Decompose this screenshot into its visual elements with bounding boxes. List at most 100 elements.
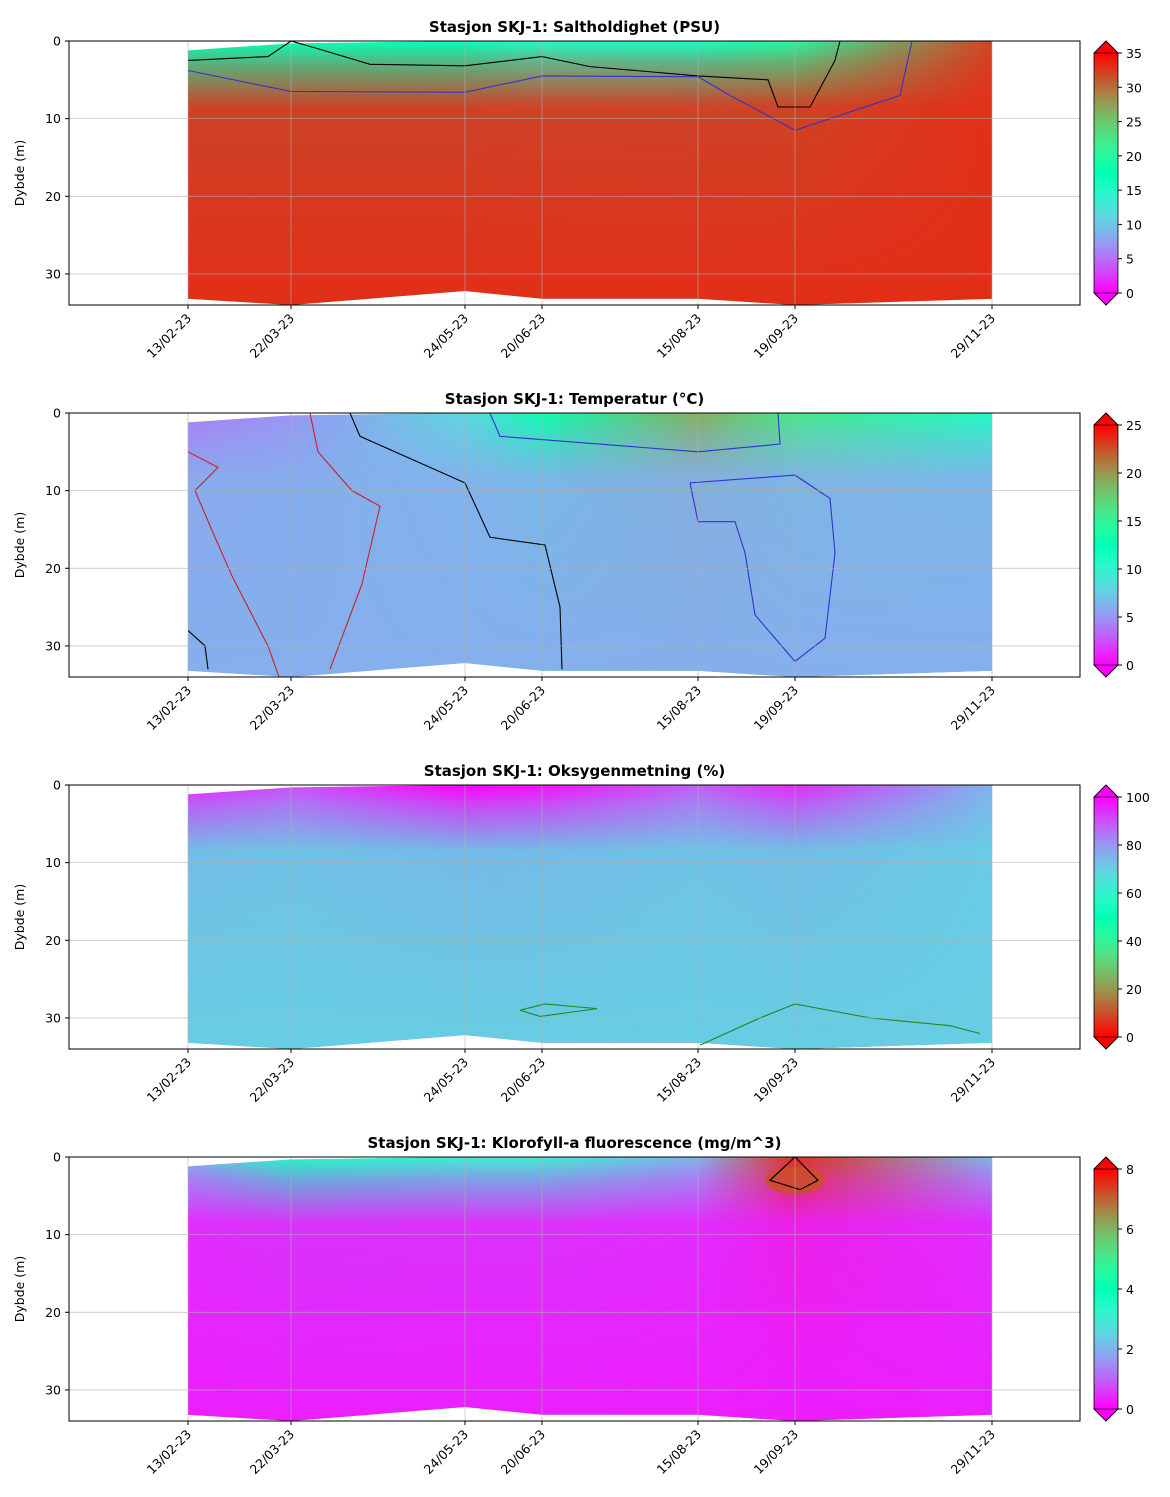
panel-3: Stasjon SKJ-1: Oksygenmetning (%) 0 10 20 30… [12,762,1150,1105]
colorbar-tick-label: 30 [1126,80,1142,95]
colorbar-tick-label: 0 [1126,658,1134,673]
colorbar-tick-label: 2 [1126,1342,1134,1357]
y-axis-label: Dybde (m) [12,1256,27,1323]
x-tick-label: 22/03-23 [247,1427,298,1478]
colorbar-tick-label: 0 [1126,286,1134,301]
axes-frame [68,1156,1081,1422]
contour-line [309,412,381,670]
panel-title: Stasjon SKJ-1: Klorofyll-a fluorescence … [367,1134,781,1152]
x-tick-label: 24/05-23 [421,1427,472,1478]
colorbar-tick-label: 20 [1126,466,1142,481]
y-tick-label: 20 [45,933,61,948]
colorbar-tick-label: 10 [1126,562,1142,577]
x-tick-label: 22/03-23 [247,683,298,734]
x-tick-label: 22/03-23 [247,1055,298,1106]
y-tick-label: 10 [45,1227,61,1242]
panel-1: Stasjon SKJ-1: Saltholdighet (PSU) 0 10 20 3… [12,18,1142,361]
y-tick-label: 0 [53,406,61,421]
x-tick-label: 19/09-23 [751,1427,802,1478]
colorbar-tick-label: 0 [1126,1402,1134,1417]
contour-line [768,1156,819,1191]
y-tick-label: 0 [53,778,61,793]
contour-line [519,1003,598,1017]
x-tick-label: 13/02-23 [144,1427,195,1478]
contour-field-depth [188,1157,992,1421]
x-tick-label: 19/09-23 [751,683,802,734]
colorbar-extend-bottom [1093,664,1119,678]
colorbar-extend-top [1093,40,1119,54]
colorbar-extend-bottom [1093,292,1119,306]
y-axis-label: Dybde (m) [12,140,27,207]
contour-field-depth [188,785,992,1049]
x-tick-label: 24/05-23 [421,1055,472,1106]
x-tick-label: 20/06-23 [498,311,549,362]
y-tick-label: 20 [45,1305,61,1320]
y-tick-label: 20 [45,561,61,576]
colorbar-tick-label: 25 [1126,115,1142,130]
colorbar-tick-label: 20 [1126,149,1142,164]
colorbar-tick-label: 40 [1126,934,1142,949]
x-tick-label: 15/08-23 [654,683,705,734]
x-tick-label: 29/11-23 [948,1055,999,1106]
y-tick-label: 0 [53,34,61,49]
x-tick-label: 20/06-23 [498,1427,549,1478]
colorbar-tick-label: 15 [1126,514,1142,529]
colorbar-tick-label: 25 [1126,418,1142,433]
axes-frame [68,40,1081,306]
colorbar-extend-top [1093,784,1119,798]
contour-field-depth [188,41,992,305]
colorbar-tick-label: 100 [1126,790,1150,805]
x-tick-label: 13/02-23 [144,311,195,362]
colorbar-tick-label: 10 [1126,217,1142,232]
colorbar-tick-label: 4 [1126,1282,1134,1297]
colorbar-extend-bottom [1093,1408,1119,1422]
contour-line [349,412,563,670]
y-tick-label: 30 [45,638,61,653]
colorbar [1094,53,1118,293]
colorbar-tick-label: 35 [1126,46,1142,61]
x-tick-label: 29/11-23 [948,683,999,734]
y-tick-label: 30 [45,266,61,281]
colorbar-tick-label: 60 [1126,886,1142,901]
y-tick-label: 20 [45,189,61,204]
colorbar [1094,425,1118,665]
panel-title: Stasjon SKJ-1: Saltholdighet (PSU) [429,18,720,36]
colorbar-tick-label: 0 [1126,1030,1134,1045]
y-tick-label: 30 [45,1382,61,1397]
x-tick-label: 20/06-23 [498,683,549,734]
x-tick-label: 29/11-23 [948,1427,999,1478]
contour-line [187,40,841,108]
y-tick-label: 10 [45,483,61,498]
y-axis-label: Dybde (m) [12,884,27,951]
colorbar-tick-label: 20 [1126,982,1142,997]
colorbar-tick-label: 6 [1126,1222,1134,1237]
y-tick-label: 10 [45,855,61,870]
x-tick-label: 20/06-23 [498,1055,549,1106]
colorbar [1094,1169,1118,1409]
colorbar-tick-label: 80 [1126,838,1142,853]
colorbar-tick-label: 5 [1126,252,1134,267]
colorbar-tick-label: 15 [1126,183,1142,198]
x-tick-label: 15/08-23 [654,1055,705,1106]
x-tick-label: 13/02-23 [144,1055,195,1106]
y-axis-label: Dybde (m) [12,512,27,579]
colorbar-extend-top [1093,1156,1119,1170]
colorbar-extend-bottom [1093,1036,1119,1050]
x-tick-label: 29/11-23 [948,311,999,362]
y-tick-label: 10 [45,111,61,126]
y-tick-label: 0 [53,1150,61,1165]
panel-2: Stasjon SKJ-1: Temperatur (°C) 0 10 20 30 Dyb… [12,390,1142,733]
x-tick-label: 15/08-23 [654,311,705,362]
colorbar-tick-label: 8 [1126,1162,1134,1177]
colorbar-tick-label: 5 [1126,610,1134,625]
x-tick-label: 19/09-23 [751,1055,802,1106]
x-tick-label: 22/03-23 [247,311,298,362]
panel-title: Stasjon SKJ-1: Temperatur (°C) [445,390,704,408]
contour-field-depth [188,413,992,677]
x-tick-label: 24/05-23 [421,311,472,362]
panel-4: Stasjon SKJ-1: Klorofyll-a fluorescence … [12,1134,1134,1477]
contour-line [699,1003,981,1046]
x-tick-label: 15/08-23 [654,1427,705,1478]
